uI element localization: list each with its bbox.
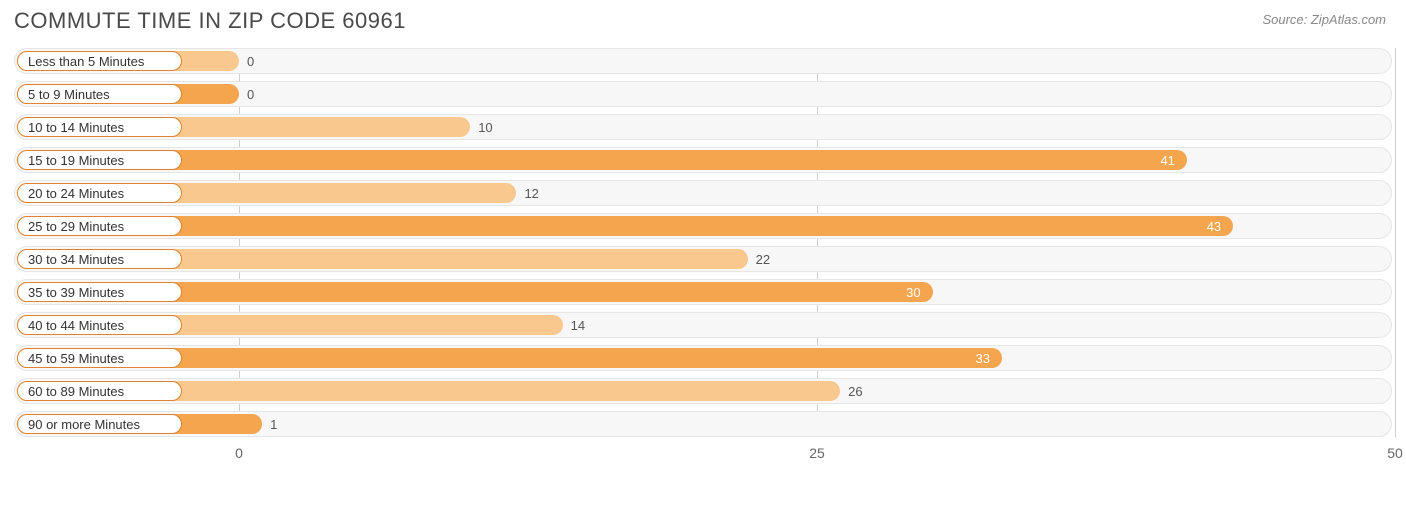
x-axis-tick: 25 [809, 445, 825, 461]
category-pill: 90 or more Minutes [17, 414, 182, 434]
value-label: 0 [239, 81, 254, 107]
value-label: 33 [17, 345, 1002, 371]
plot-region: Less than 5 Minutes 0 5 to 9 Minutes 0 10 to… [14, 48, 1392, 437]
category-label: 10 to 14 Minutes [28, 120, 124, 135]
category-label: 20 to 24 Minutes [28, 186, 124, 201]
gridline [1395, 48, 1396, 437]
source-attribution: Source: ZipAtlas.com [1262, 8, 1386, 27]
value-label: 1 [262, 411, 277, 437]
category-label: 60 to 89 Minutes [28, 384, 124, 399]
category-pill: 60 to 89 Minutes [17, 381, 182, 401]
category-label: 40 to 44 Minutes [28, 318, 124, 333]
bar-row: 90 or more Minutes 1 [14, 411, 1392, 437]
value-label: 12 [516, 180, 538, 206]
category-pill: 30 to 34 Minutes [17, 249, 182, 269]
bar-row: 35 to 39 Minutes30 [14, 279, 1392, 305]
bar-row: 5 to 9 Minutes 0 [14, 81, 1392, 107]
category-label: Less than 5 Minutes [28, 54, 144, 69]
bar-row: 20 to 24 Minutes 12 [14, 180, 1392, 206]
category-label: 90 or more Minutes [28, 417, 140, 432]
category-pill: 5 to 9 Minutes [17, 84, 182, 104]
value-label: 22 [748, 246, 770, 272]
category-label: 5 to 9 Minutes [28, 87, 110, 102]
chart-area: Less than 5 Minutes 0 5 to 9 Minutes 0 10 to… [0, 38, 1406, 469]
value-label: 26 [840, 378, 862, 404]
value-label: 30 [17, 279, 933, 305]
value-label: 41 [17, 147, 1187, 173]
category-pill: Less than 5 Minutes [17, 51, 182, 71]
chart-title: COMMUTE TIME IN ZIP CODE 60961 [14, 8, 406, 34]
bar-row: 10 to 14 Minutes 10 [14, 114, 1392, 140]
x-axis: 02550 [14, 439, 1392, 469]
bar-row: 30 to 34 Minutes 22 [14, 246, 1392, 272]
bar-row: 60 to 89 Minutes 26 [14, 378, 1392, 404]
bar-row: 25 to 29 Minutes43 [14, 213, 1392, 239]
category-label: 30 to 34 Minutes [28, 252, 124, 267]
category-pill: 20 to 24 Minutes [17, 183, 182, 203]
category-pill: 10 to 14 Minutes [17, 117, 182, 137]
bar-row: 15 to 19 Minutes41 [14, 147, 1392, 173]
x-axis-tick: 0 [235, 445, 243, 461]
value-label: 10 [470, 114, 492, 140]
bar-row: 40 to 44 Minutes 14 [14, 312, 1392, 338]
value-label: 43 [17, 213, 1233, 239]
x-axis-tick: 50 [1387, 445, 1403, 461]
value-label: 14 [563, 312, 585, 338]
category-pill: 40 to 44 Minutes [17, 315, 182, 335]
header: COMMUTE TIME IN ZIP CODE 60961 Source: Z… [0, 0, 1406, 38]
bar-row: 45 to 59 Minutes33 [14, 345, 1392, 371]
value-label: 0 [239, 48, 254, 74]
bar-row: Less than 5 Minutes 0 [14, 48, 1392, 74]
